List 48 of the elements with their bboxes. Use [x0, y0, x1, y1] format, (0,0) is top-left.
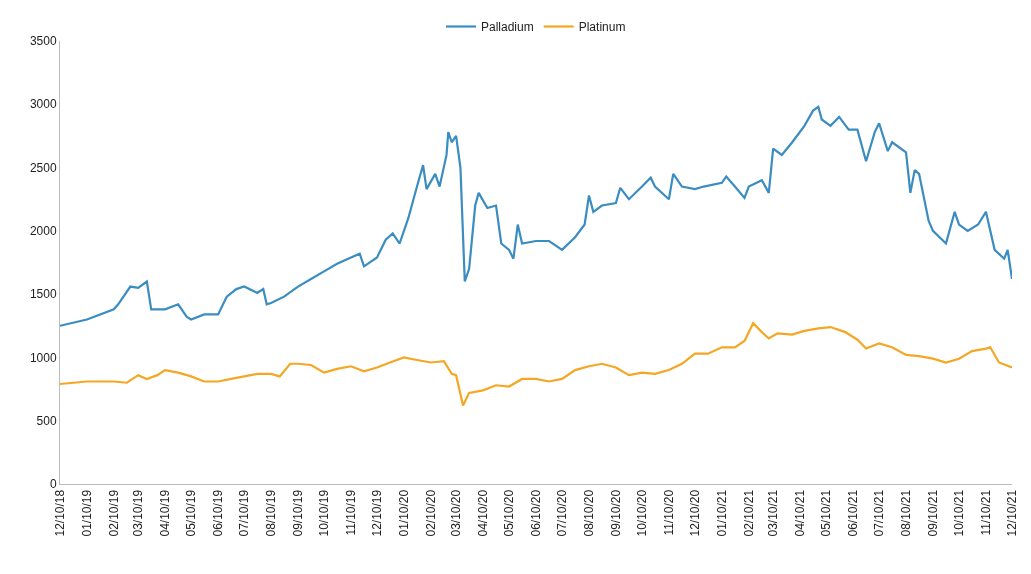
x-tick-label: 07/10/19	[237, 489, 252, 537]
x-tick-label: 09/10/21	[925, 489, 940, 537]
x-tick-label: 04/10/19	[158, 489, 172, 537]
legend-label: Platinum	[578, 20, 626, 35]
x-tick-label: 12/10/20	[687, 489, 702, 537]
x-tick-label: 09/10/20	[608, 489, 623, 537]
y-tick-label: 1000	[29, 350, 57, 365]
x-tick-label: 10/10/20	[634, 489, 649, 537]
x-tick-label: 01/10/21	[714, 489, 729, 537]
x-tick-label: 12/10/19	[369, 489, 384, 537]
y-tick-label: 2000	[29, 224, 57, 239]
x-tick-label: 03/10/21	[766, 489, 781, 537]
x-tick-label: 05/10/20	[501, 489, 516, 537]
x-tick-label: 10/10/21	[951, 489, 966, 537]
x-tick-label: 08/10/21	[898, 489, 913, 537]
x-tick-label: 01/10/19	[79, 489, 94, 537]
x-tick-label: 08/10/19	[263, 489, 278, 537]
line-series	[60, 105, 1012, 327]
line-series	[60, 322, 1012, 407]
y-tick-label: 1500	[29, 287, 57, 302]
x-tick-label: 09/10/19	[290, 489, 305, 537]
x-tick-label: 05/10/21	[819, 489, 834, 537]
x-tick-label: 02/10/19	[106, 489, 121, 537]
legend-label: Palladium	[481, 20, 534, 35]
x-tick-label: 11/10/20	[661, 489, 676, 536]
y-tick-label: 500	[36, 413, 57, 428]
x-tick-label: 12/10/18	[52, 489, 67, 537]
x-tick-label: 02/10/20	[423, 489, 438, 537]
x-tick-label: 04/10/21	[792, 489, 807, 537]
x-tick-label: 11/10/19	[343, 489, 358, 536]
y-tick-label: 3500	[29, 34, 57, 49]
x-tick-label: 03/10/20	[448, 489, 463, 537]
x-tick-label: 06/10/20	[528, 489, 543, 537]
x-tick-label: 06/10/19	[210, 489, 225, 537]
x-tick-label: 01/10/20	[396, 489, 411, 537]
x-tick-label: 03/10/19	[131, 489, 146, 537]
x-tick-label: 12/10/21	[1004, 489, 1019, 537]
x-tick-label: 08/10/20	[581, 489, 596, 537]
x-tick-label: 06/10/21	[845, 489, 860, 537]
y-tick-label: 3000	[29, 97, 57, 112]
x-tick-label: 07/10/21	[872, 489, 886, 537]
x-tick-label: 02/10/21	[741, 489, 756, 537]
x-tick-label: 07/10/20	[554, 489, 569, 537]
y-tick-label: 2500	[29, 160, 57, 175]
x-tick-label: 05/10/19	[184, 489, 199, 537]
x-tick-label: 11/10/21	[978, 489, 993, 536]
x-tick-label: 10/10/19	[316, 489, 331, 537]
x-tick-label: 04/10/20	[475, 489, 490, 537]
